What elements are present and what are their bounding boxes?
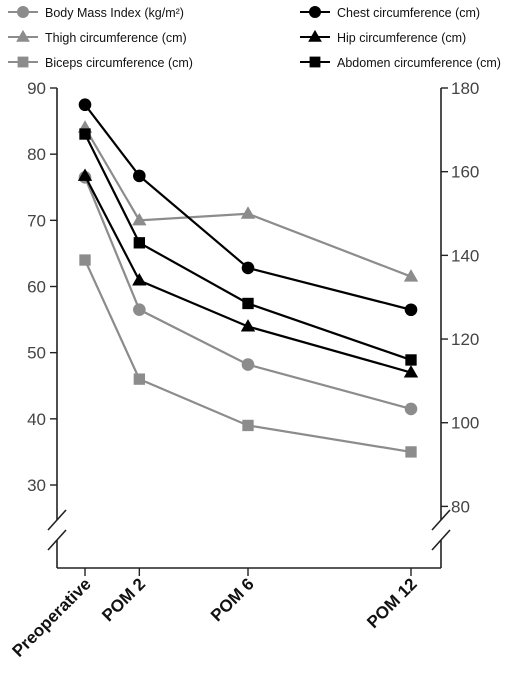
left-tick-label: 40 xyxy=(27,410,46,429)
data-point xyxy=(241,261,255,275)
data-point xyxy=(404,303,418,317)
data-point xyxy=(133,169,146,183)
data-point xyxy=(133,303,146,316)
right-axis-break-mark xyxy=(431,529,451,551)
right-tick-label: 80 xyxy=(451,497,470,516)
right-tick-label: 180 xyxy=(451,79,479,98)
series-line xyxy=(84,104,412,311)
legend-entry: Abdomen circumference (cm) xyxy=(300,56,501,70)
category-labels: Preoperative POM 2 POM 6 POM 12 xyxy=(9,574,421,660)
left-tick-label: 70 xyxy=(27,211,46,230)
series-line xyxy=(84,127,412,278)
left-axis-break-mark xyxy=(47,529,67,551)
left-tick-label: 50 xyxy=(27,344,46,363)
series-3 xyxy=(79,254,417,458)
legend: Body Mass Index (kg/m²) Thigh circumferen… xyxy=(8,6,501,70)
x-category-label: POM 2 xyxy=(98,574,149,625)
left-tick-label: 60 xyxy=(27,278,46,297)
legend-label: Body Mass Index (kg/m²) xyxy=(45,6,184,20)
data-point xyxy=(132,273,147,286)
right-tick-label: 100 xyxy=(451,414,479,433)
legend-label: Chest circumference (cm) xyxy=(337,6,480,20)
legend-entry: Thigh circumference (cm) xyxy=(8,29,187,45)
legend-marker xyxy=(16,29,30,42)
data-point xyxy=(403,365,419,378)
data-point xyxy=(133,237,146,249)
legend-label: Hip circumference (cm) xyxy=(337,31,466,45)
legend-label: Thigh circumference (cm) xyxy=(45,31,187,45)
data-point xyxy=(404,402,418,416)
legend-entry: Biceps circumference (cm) xyxy=(8,56,193,70)
data-point xyxy=(241,358,255,371)
legend-marker xyxy=(309,56,321,68)
legend-label: Abdomen circumference (cm) xyxy=(337,56,501,70)
legend-entry: Hip circumference (cm) xyxy=(300,29,466,45)
data-point xyxy=(405,446,417,458)
series-2 xyxy=(77,120,419,282)
right-axis-break-mark xyxy=(431,509,451,531)
legend-marker xyxy=(17,6,29,18)
series-5 xyxy=(77,168,419,378)
data-point xyxy=(132,212,147,226)
legend-entry: Body Mass Index (kg/m²) xyxy=(8,6,184,20)
data-point xyxy=(133,373,146,385)
right-tick-label: 140 xyxy=(451,246,479,265)
x-category-label: POM 12 xyxy=(363,574,421,632)
series-line xyxy=(83,259,412,454)
x-category-label: Preoperative xyxy=(9,574,95,660)
legend-label: Biceps circumference (cm) xyxy=(45,56,193,70)
data-point xyxy=(242,419,254,432)
legend-marker xyxy=(17,56,29,68)
series-layer xyxy=(77,98,419,458)
data-point xyxy=(403,269,419,282)
right-tick-label: 120 xyxy=(451,330,479,349)
series-4 xyxy=(78,98,418,317)
series-6 xyxy=(79,128,417,366)
data-point xyxy=(78,98,92,112)
series-line xyxy=(84,175,412,374)
data-point xyxy=(79,254,91,266)
data-point xyxy=(240,319,256,332)
legend-marker xyxy=(309,6,321,18)
series-line xyxy=(83,176,412,410)
left-axis-break-mark xyxy=(47,509,67,531)
data-point xyxy=(240,206,256,219)
data-point xyxy=(405,354,417,366)
right-tick-label: 160 xyxy=(451,163,479,182)
legend-entry: Chest circumference (cm) xyxy=(300,6,480,20)
x-category-label: POM 6 xyxy=(207,574,258,625)
series-line xyxy=(84,133,412,361)
data-point xyxy=(79,128,91,140)
data-point xyxy=(77,168,93,181)
axes: 30 40 50 60 70 80 90 80 100 120 140 160 180 xyxy=(27,79,479,576)
left-tick-label: 80 xyxy=(27,145,46,164)
legend-marker xyxy=(308,29,322,42)
data-point xyxy=(242,297,254,310)
left-tick-label: 30 xyxy=(27,476,46,495)
left-tick-label: 90 xyxy=(27,79,46,98)
